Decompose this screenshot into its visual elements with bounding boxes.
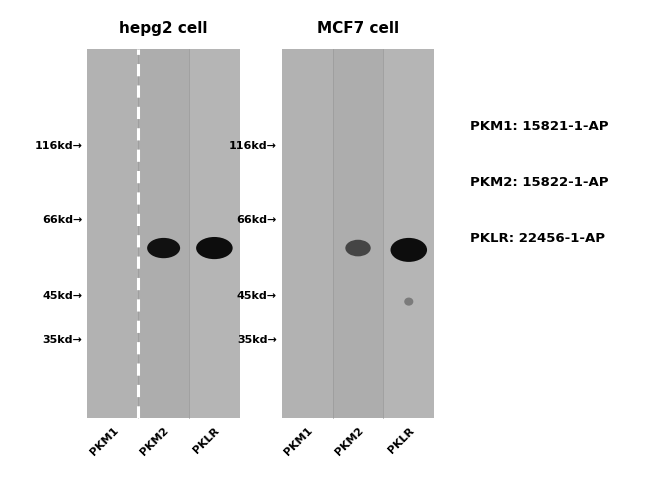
Text: 66kd→: 66kd→ <box>42 215 82 226</box>
Text: 45kd→: 45kd→ <box>42 291 82 301</box>
Text: PKLR: 22456-1-AP: PKLR: 22456-1-AP <box>470 232 605 244</box>
Text: PKLR: PKLR <box>192 425 222 455</box>
Text: hepg2 cell: hepg2 cell <box>119 21 208 36</box>
Ellipse shape <box>391 238 427 262</box>
Ellipse shape <box>345 240 371 257</box>
Bar <box>282 49 332 418</box>
Text: PKM1: PKM1 <box>88 425 120 457</box>
Text: 35kd→: 35kd→ <box>237 335 277 346</box>
Text: MCF7 cell: MCF7 cell <box>317 21 399 36</box>
Bar <box>189 49 240 418</box>
Text: PKLR: PKLR <box>386 425 416 455</box>
Ellipse shape <box>196 237 233 259</box>
Bar <box>332 49 384 418</box>
Ellipse shape <box>147 238 180 258</box>
Text: 116kd→: 116kd→ <box>34 141 82 152</box>
Text: 116kd→: 116kd→ <box>229 141 277 152</box>
Bar <box>384 49 434 418</box>
Bar <box>87 49 138 418</box>
Text: PKM2: PKM2 <box>333 425 365 457</box>
Text: 35kd→: 35kd→ <box>42 335 82 346</box>
Text: PKM1: PKM1 <box>283 425 314 457</box>
Text: PKM2: PKM2 <box>139 425 170 457</box>
Text: PKM2: 15822-1-AP: PKM2: 15822-1-AP <box>470 176 608 189</box>
Text: 45kd→: 45kd→ <box>237 291 277 301</box>
Ellipse shape <box>404 297 413 306</box>
Text: PKM1: 15821-1-AP: PKM1: 15821-1-AP <box>470 120 608 133</box>
Bar <box>138 49 189 418</box>
Text: 66kd→: 66kd→ <box>237 215 277 226</box>
